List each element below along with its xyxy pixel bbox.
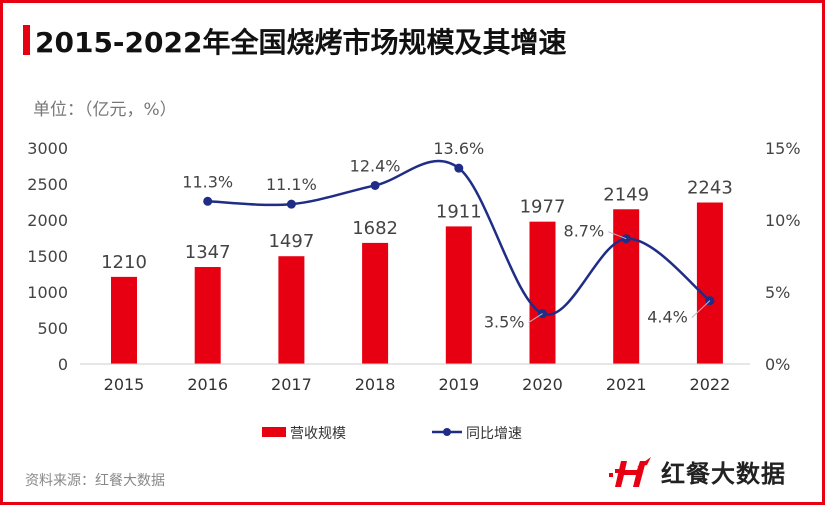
title-accent [23,25,30,55]
bar [613,209,640,364]
unit-label: 单位：（亿元，%） [33,100,177,120]
growth-label: 13.6% [433,139,484,158]
bar-label: 1210 [101,252,147,273]
y-left-tick: 1000 [27,283,68,302]
y-left-tick: 1500 [27,247,68,266]
x-tick: 2017 [271,375,312,394]
label-leader [608,231,627,240]
logo-text: 红餐大数据 [661,460,786,488]
bar-label: 1977 [520,197,566,218]
y-left-tick: 0 [58,355,68,374]
source-note: 资料来源：红餐大数据 [25,473,165,489]
legend-bar-label: 营收规模 [290,426,346,442]
bar [194,267,221,364]
growth-label: 4.4% [647,308,688,327]
x-tick: 2021 [606,375,647,394]
bar [362,242,389,364]
y-left-tick: 500 [37,319,68,338]
x-tick: 2016 [187,375,228,394]
x-tick: 2020 [522,375,563,394]
growth-label: 11.1% [266,175,317,194]
bar-label: 1347 [185,242,231,263]
growth-point [454,163,464,173]
x-tick: 2022 [690,375,731,394]
bar-label: 2149 [603,184,649,205]
label-leader [528,313,543,324]
y-left-tick: 3000 [27,139,68,158]
bar [278,256,305,364]
legend-line-marker [443,428,451,436]
legend-line-label: 同比增速 [466,426,522,442]
growth-point [370,180,380,190]
label-leader [691,300,711,319]
y-right-tick: 15% [765,139,801,158]
bar-label: 2243 [687,178,733,199]
chart-title: 2015-2022年全国烧烤市场规模及其增速 [35,26,567,59]
bar-label: 1682 [352,218,398,239]
x-tick: 2019 [438,375,479,394]
y-right-tick: 10% [765,211,801,230]
y-left-tick: 2000 [27,211,68,230]
bar-label: 1911 [436,201,482,222]
bar [529,221,556,364]
legend-bar-swatch [262,427,286,437]
x-tick: 2018 [355,375,396,394]
growth-label: 11.3% [182,172,233,191]
bar-label: 1497 [268,231,314,252]
y-right-tick: 5% [765,283,790,302]
growth-label: 3.5% [484,313,525,332]
logo-icon [609,456,651,487]
x-tick: 2015 [104,375,145,394]
bar [445,226,472,364]
growth-label: 12.4% [350,156,401,175]
growth-point [203,196,213,206]
y-right-tick: 0% [765,355,790,374]
y-left-tick: 2500 [27,175,68,194]
growth-point [286,199,296,209]
logo: 红餐大数据 [607,454,786,489]
bar [696,202,723,364]
bar [111,276,137,364]
growth-label: 8.7% [564,222,605,241]
